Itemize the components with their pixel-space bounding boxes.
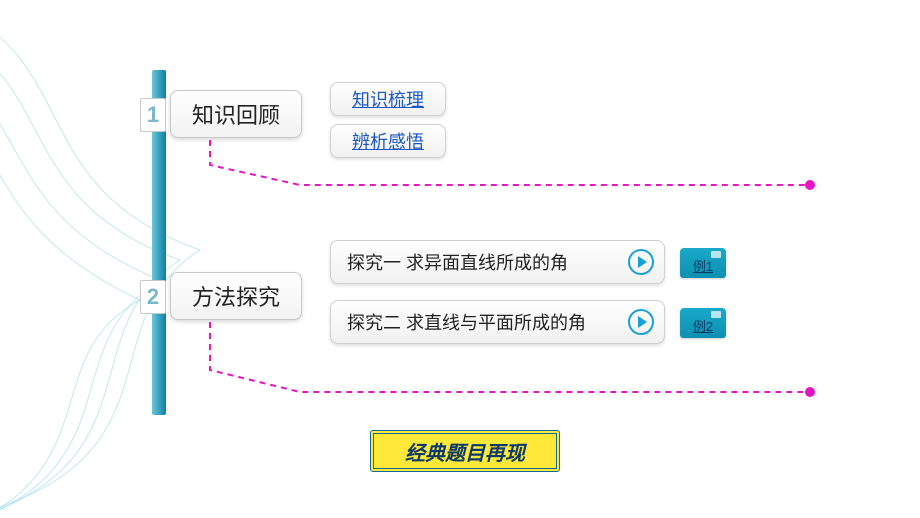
link1-label: 知识梳理 xyxy=(352,86,424,112)
num1-text: 1 xyxy=(147,102,159,128)
btn2-label: 方法探究 xyxy=(192,280,280,312)
end-dot-1 xyxy=(805,180,815,190)
link-knowledge-comb[interactable]: 知识梳理 xyxy=(330,82,446,116)
example-tab-2[interactable]: 例2 xyxy=(680,308,726,338)
example-tab-1[interactable]: 例1 xyxy=(680,248,726,278)
ex1-label: 探究一 求异面直线所成的角 xyxy=(347,249,568,275)
section-number-2: 2 xyxy=(140,280,166,314)
classic-label: 经典题目再现 xyxy=(405,437,525,466)
play-icon xyxy=(628,249,654,275)
section-btn-method-explore[interactable]: 方法探究 xyxy=(170,272,302,320)
btn1-label: 知识回顾 xyxy=(192,98,280,130)
explore-2-btn[interactable]: 探究二 求直线与平面所成的角 xyxy=(330,300,665,344)
ex2-label: 探究二 求直线与平面所成的角 xyxy=(347,309,586,335)
play-icon xyxy=(628,309,654,335)
dash-path-1 xyxy=(210,140,810,185)
num2-text: 2 xyxy=(147,284,159,310)
explore-1-btn[interactable]: 探究一 求异面直线所成的角 xyxy=(330,240,665,284)
tab1-label: 例1 xyxy=(693,256,713,275)
link-analysis-insight[interactable]: 辨析感悟 xyxy=(330,124,446,158)
bg-waves-left xyxy=(0,0,260,518)
section-number-1: 1 xyxy=(140,98,166,132)
classic-problems-box[interactable]: 经典题目再现 xyxy=(370,430,560,472)
section-btn-knowledge-review[interactable]: 知识回顾 xyxy=(170,90,302,138)
tab2-label: 例2 xyxy=(693,316,713,335)
end-dot-2 xyxy=(805,387,815,397)
link2-label: 辨析感悟 xyxy=(352,128,424,154)
